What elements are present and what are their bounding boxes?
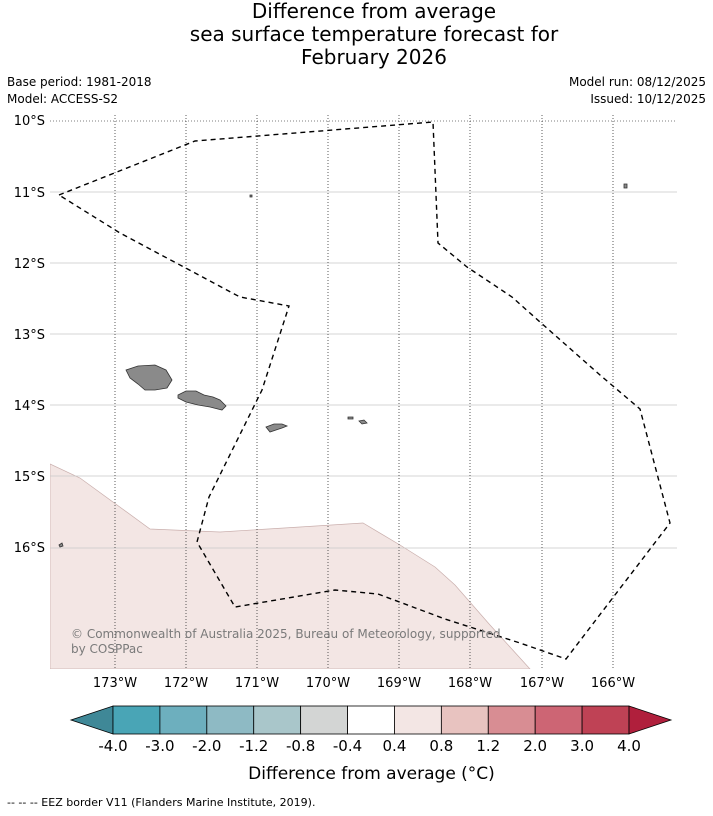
base-period: Base period: 1981-2018 xyxy=(7,75,152,89)
colorbar-tick-label: -0.4 xyxy=(333,737,362,755)
lon-label: 170°W xyxy=(306,676,350,691)
lon-label: 168°W xyxy=(448,676,492,691)
colorbar-label: Difference from average (°C) xyxy=(0,764,713,784)
colorbar-tick-label: 4.0 xyxy=(617,737,641,755)
eez-borders xyxy=(58,121,671,660)
longitude-labels: 173°W 172°W 171°W 170°W 169°W 168°W 167°… xyxy=(93,676,635,691)
lon-label: 166°W xyxy=(591,676,635,691)
colorbar-segment xyxy=(440,705,489,735)
copyright-line-1: © Commonwealth of Australia 2025, Bureau… xyxy=(71,627,501,641)
colorbar-tick-label: 3.0 xyxy=(570,737,594,755)
colorbar-tick-label: -2.0 xyxy=(192,737,221,755)
lat-label: 16°S xyxy=(14,541,45,556)
colorbar-segment xyxy=(394,705,442,735)
colorbar-tick-labels: -4.0 -3.0 -2.0 -1.2 -0.8 -0.4 0.4 0.8 1.2 2.0 3.0 4… xyxy=(98,737,641,755)
colorbar-segment xyxy=(253,705,302,735)
lat-label: 13°S xyxy=(14,328,45,343)
model-run: Model run: 08/12/2025 xyxy=(568,75,706,89)
latitude-gridlines xyxy=(50,191,677,549)
lat-label: 12°S xyxy=(14,257,45,272)
lon-label: 169°W xyxy=(377,676,421,691)
colorbar-tick-label: 0.4 xyxy=(383,737,407,755)
model-name: Model: ACCESS-S2 xyxy=(7,92,119,106)
anomaly-region xyxy=(50,463,531,669)
colorbar-tick-label: -3.0 xyxy=(145,737,174,755)
meta-right: Model run: 08/12/2025 Issued: 10/12/2025 xyxy=(569,74,706,108)
colorbar-segment xyxy=(534,705,583,735)
issued-date: Issued: 10/12/2025 xyxy=(590,92,706,106)
colorbar-segment xyxy=(206,705,255,735)
latitude-labels: 10°S 11°S 12°S 13°S 14°S 15°S 16°S xyxy=(14,114,45,556)
eez-samoa xyxy=(58,121,671,660)
colorbar-segment xyxy=(347,705,395,735)
lat-label: 15°S xyxy=(14,470,45,485)
chart-title: Difference from average sea surface temp… xyxy=(0,0,713,69)
colorbar-tick-label: -0.8 xyxy=(286,737,315,755)
island-manua xyxy=(358,419,368,425)
lat-label: 11°S xyxy=(14,186,45,201)
title-line-3: February 2026 xyxy=(301,45,447,69)
lon-label: 172°W xyxy=(164,676,208,691)
island-upolu xyxy=(177,390,227,411)
colorbar-segment xyxy=(112,705,161,735)
colorbar-tick-label: -4.0 xyxy=(98,737,127,755)
colorbar-segment xyxy=(300,705,348,735)
island-north-east xyxy=(623,183,628,189)
copyright: © Commonwealth of Australia 2025, Bureau… xyxy=(71,627,501,656)
meta-left: Base period: 1981-2018 Model: ACCESS-S2 xyxy=(7,74,152,108)
title-line-1: Difference from average xyxy=(251,0,497,23)
colorbar-segment xyxy=(159,705,208,735)
copyright-line-2: by COSPPac xyxy=(71,642,143,656)
colorbar xyxy=(69,705,673,735)
title-line-2: sea surface temperature forecast for xyxy=(189,22,559,46)
colorbar-tick-label: 2.0 xyxy=(523,737,547,755)
colorbar-tick-label: 0.8 xyxy=(429,737,453,755)
island-swains xyxy=(249,194,253,198)
colorbar-tick-label: -1.2 xyxy=(239,737,268,755)
island-tutuila xyxy=(265,423,289,433)
lat-label: 14°S xyxy=(14,399,45,414)
island-savaii xyxy=(125,364,173,391)
colorbar-label-text: Difference from average (°C) xyxy=(248,764,495,784)
colorbar-segment xyxy=(487,705,536,735)
island-ofu xyxy=(347,416,354,420)
lon-label: 167°W xyxy=(520,676,564,691)
colorbar-extend-low xyxy=(69,705,114,735)
colorbar-extend-high xyxy=(628,705,673,735)
colorbar-segment xyxy=(581,705,630,735)
lat-label: 10°S xyxy=(14,114,45,129)
lon-label: 173°W xyxy=(93,676,137,691)
land-islands xyxy=(58,183,628,548)
lon-label: 171°W xyxy=(235,676,279,691)
colorbar-tick-label: 1.2 xyxy=(476,737,500,755)
footnote: -- -- -- EEZ border V11 (Flanders Marine… xyxy=(7,796,316,809)
island-rose xyxy=(58,542,64,548)
